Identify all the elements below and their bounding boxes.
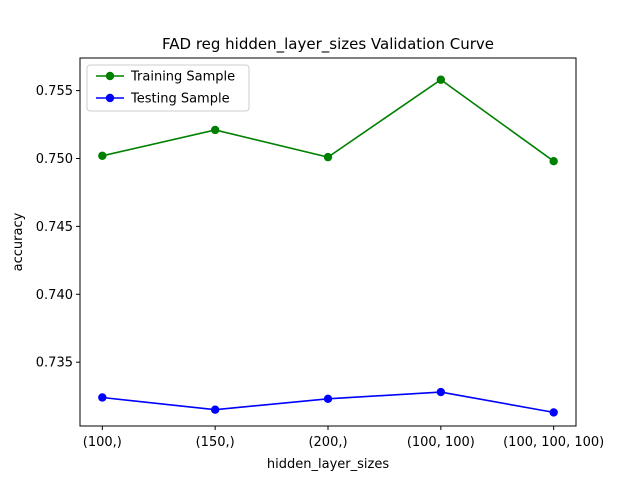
- y-tick-label: 0.735: [36, 356, 73, 371]
- x-axis-label: hidden_layer_sizes: [267, 457, 389, 472]
- series-layer: [98, 75, 558, 417]
- x-tick-label: (100, 100): [407, 435, 475, 450]
- y-tick-label: 0.755: [36, 84, 73, 99]
- y-axis: 0.735 0.740 0.745 0.750 0.755: [36, 84, 80, 371]
- data-point: [436, 387, 446, 397]
- data-point: [549, 157, 558, 166]
- data-point: [98, 393, 107, 402]
- x-axis: (100,) (150,) (200,) (100, 100) (100, 100, 1…: [83, 426, 604, 450]
- data-point: [549, 408, 558, 417]
- y-tick-label: 0.750: [36, 152, 73, 167]
- x-tick-label: (100,): [83, 435, 122, 450]
- legend-box: [86, 64, 250, 112]
- y-tick-label: 0.745: [36, 220, 73, 235]
- legend-swatch-marker: [105, 71, 115, 81]
- x-tick-label: (200,): [308, 435, 347, 450]
- data-point: [98, 151, 107, 160]
- x-tick-label: (100, 100, 100): [503, 435, 604, 450]
- y-axis-label: accuracy: [11, 212, 26, 271]
- data-point: [323, 152, 333, 162]
- data-point: [323, 394, 333, 404]
- data-point: [436, 75, 446, 84]
- legend-label: Testing Sample: [130, 92, 230, 107]
- y-tick-label: 0.740: [36, 288, 73, 303]
- legend: Training Sample Testing Sample: [86, 64, 250, 112]
- legend-label: Training Sample: [130, 70, 235, 85]
- data-point: [210, 405, 220, 414]
- x-tick-label: (150,): [196, 435, 235, 450]
- data-point: [210, 125, 220, 135]
- legend-swatch-marker: [105, 93, 115, 103]
- chart-title: FAD reg hidden_layer_sizes Validation Cu…: [162, 35, 494, 54]
